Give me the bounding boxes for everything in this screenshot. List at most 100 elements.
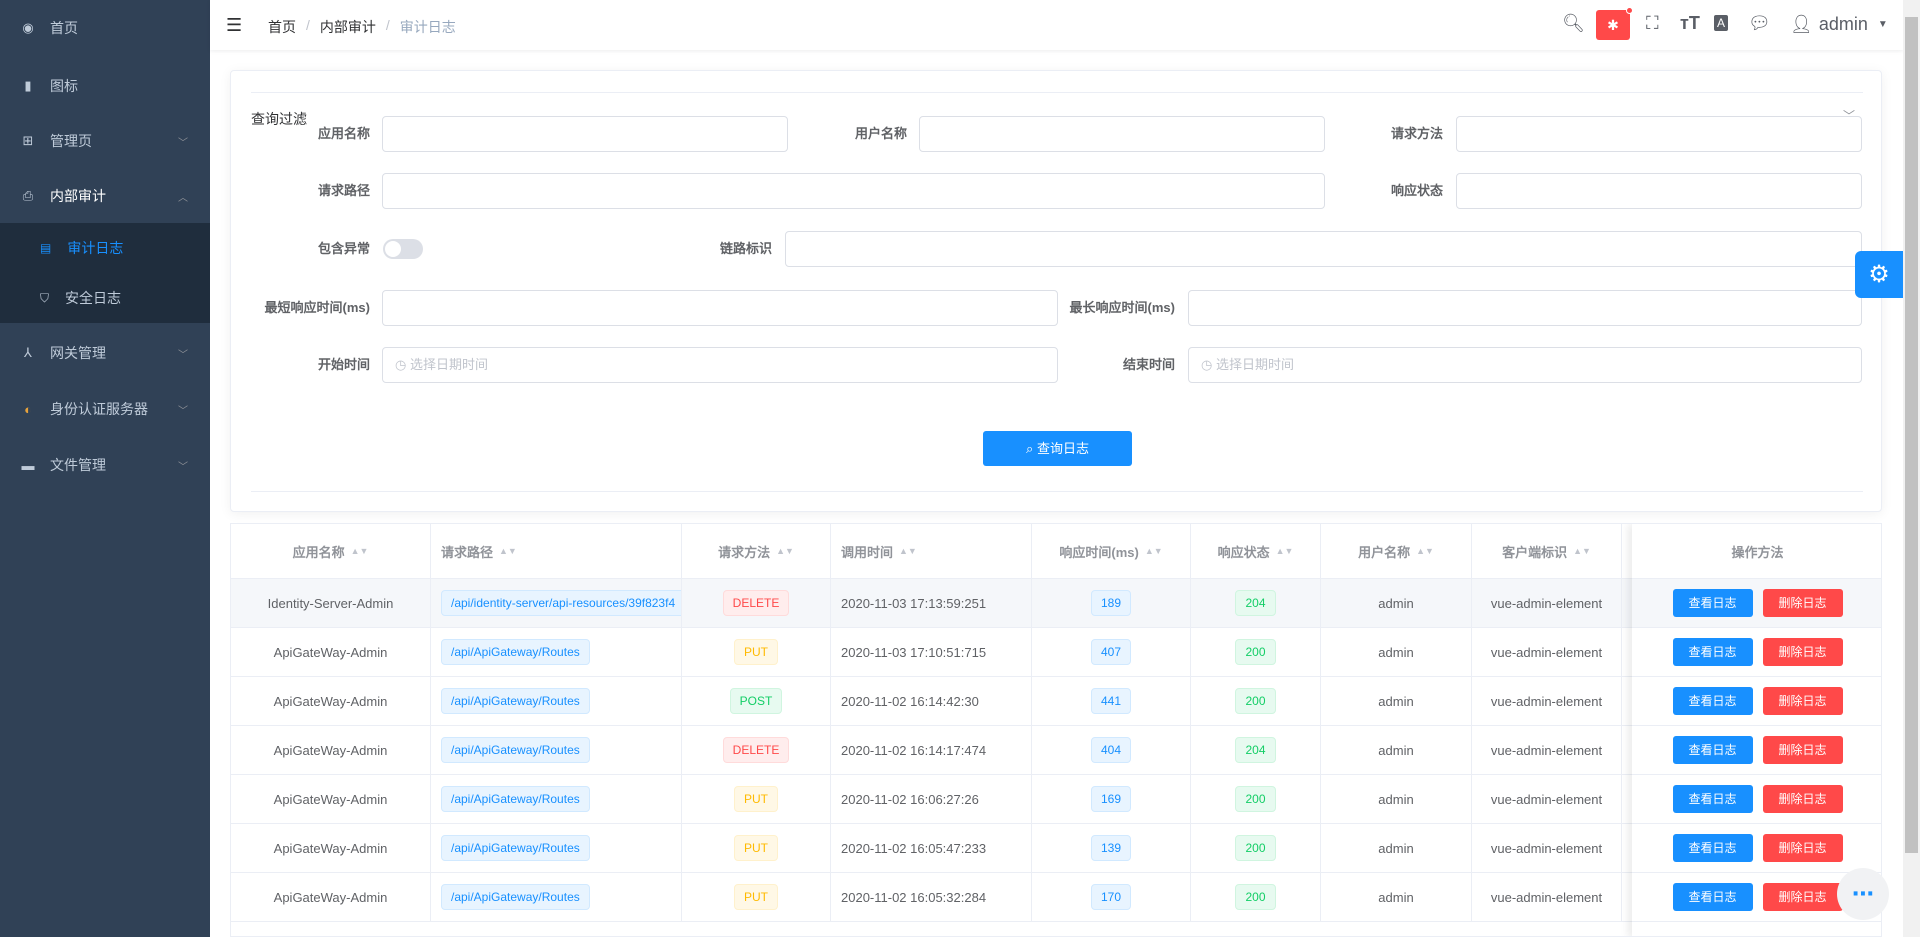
max-time-input[interactable] bbox=[1188, 290, 1862, 326]
path-input[interactable] bbox=[382, 173, 1325, 209]
delete-log-button[interactable]: 删除日志 bbox=[1762, 834, 1843, 862]
search-icon[interactable]: 🔍︎ bbox=[1562, 13, 1585, 33]
bug-icon[interactable]: ✱ bbox=[1596, 7, 1633, 40]
table-cell: PUT bbox=[682, 775, 831, 823]
sidebar-item-audit-log[interactable]: ▤ 审计日志 bbox=[0, 223, 210, 273]
app-name-input[interactable] bbox=[382, 116, 788, 152]
col-duration[interactable]: 响应时间(ms) ▲▼ bbox=[1032, 524, 1191, 578]
sidebar-item-gateway[interactable]: ⅄ 网关管理 ﹀ bbox=[0, 325, 210, 381]
method-input[interactable] bbox=[1456, 116, 1862, 152]
delete-log-button[interactable]: 删除日志 bbox=[1762, 785, 1843, 813]
hamburger-icon[interactable]: ☰ bbox=[226, 15, 243, 35]
path-tag: /api/ApiGateway/Routes bbox=[441, 737, 590, 763]
sort-icon: ▲▼ bbox=[1144, 546, 1163, 556]
user-name-input[interactable] bbox=[919, 116, 1325, 152]
menu-label: 文件管理 bbox=[50, 457, 106, 473]
start-time-picker[interactable]: ◷ 选择日期时间 bbox=[382, 347, 1058, 383]
view-log-button[interactable]: 查看日志 bbox=[1672, 834, 1753, 862]
sidebar-item-identity-server[interactable]: ◐ 身份认证服务器 ﹀ bbox=[0, 381, 210, 437]
view-log-button[interactable]: 查看日志 bbox=[1672, 638, 1753, 666]
method-tag: DELETE bbox=[722, 590, 790, 616]
translate-icon[interactable]: A bbox=[1714, 15, 1729, 31]
delete-log-button[interactable]: 删除日志 bbox=[1762, 589, 1843, 617]
sidebar: ◉ 首页 ▮ 图标 ⊞ 管理页 ﹀ ⎙ 内部审计 ︿ ▤ 审计日志 ⛉ 安全日志 ⅄ 网关管理 ﹀ … bbox=[0, 0, 210, 937]
menu-label: 审计日志 bbox=[67, 240, 124, 256]
table-cell: vue-admin-element bbox=[1472, 775, 1622, 823]
include-exception-switch[interactable] bbox=[383, 239, 423, 259]
table-cell: admin bbox=[1321, 579, 1472, 627]
table-cell: admin bbox=[1321, 726, 1472, 774]
table-cell: /api/ApiGateway/Routes bbox=[431, 726, 682, 774]
col-method[interactable]: 请求方法 ▲▼ bbox=[682, 524, 831, 578]
col-client[interactable]: 客户端标识 ▲▼ bbox=[1472, 524, 1622, 578]
settings-gear-icon[interactable]: ⚙ bbox=[1855, 251, 1903, 298]
document-icon: ▤ bbox=[40, 241, 52, 255]
table-cell: 204 bbox=[1191, 579, 1321, 627]
min-time-label: 最短响应时间(ms) bbox=[264, 300, 370, 315]
breadcrumb: 首页 / 内部审计 / 审计日志 bbox=[268, 17, 456, 35]
breadcrumb-home[interactable]: 首页 bbox=[268, 19, 296, 35]
sidebar-item-security-log[interactable]: ⛉ 安全日志 bbox=[0, 273, 210, 323]
sidebar-item-icons[interactable]: ▮ 图标 bbox=[0, 58, 210, 114]
user-cell: admin bbox=[1378, 791, 1414, 807]
view-log-button[interactable]: 查看日志 bbox=[1672, 589, 1753, 617]
table-cell: /api/ApiGateway/Routes bbox=[431, 824, 682, 872]
path-tag: /api/ApiGateway/Routes bbox=[441, 688, 590, 714]
audit-icon: ⎙ bbox=[22, 188, 34, 203]
menu-label: 安全日志 bbox=[65, 290, 122, 306]
client-cell: vue-admin-element bbox=[1490, 693, 1603, 709]
client-cell: vue-admin-element bbox=[1490, 595, 1603, 611]
user-dropdown[interactable]: 👤︎ admin ▼ bbox=[1790, 14, 1888, 35]
col-time[interactable]: 调用时间 ▲▼ bbox=[831, 524, 1032, 578]
message-icon[interactable]: 💬︎ bbox=[1748, 13, 1771, 33]
caret-down-icon: ▼ bbox=[1877, 19, 1888, 30]
search-logs-button[interactable]: ⌕ 查询日志 bbox=[983, 431, 1132, 466]
delete-log-button[interactable]: 删除日志 bbox=[1762, 638, 1843, 666]
col-user[interactable]: 用户名称 ▲▼ bbox=[1321, 524, 1472, 578]
exception-label: 包含异常 bbox=[317, 241, 370, 256]
table-cell: 169 bbox=[1032, 775, 1191, 823]
icon-icon: ▮ bbox=[24, 78, 32, 93]
fullscreen-icon[interactable]: ⛶ bbox=[1646, 13, 1659, 33]
page-scrollbar[interactable] bbox=[1903, 0, 1920, 937]
table-cell: vue-admin-element bbox=[1472, 873, 1622, 921]
view-log-button[interactable]: 查看日志 bbox=[1672, 883, 1753, 911]
actions-cell: 查看日志 删除日志 bbox=[1632, 775, 1881, 824]
delete-log-button[interactable]: 删除日志 bbox=[1762, 736, 1843, 764]
min-time-input[interactable] bbox=[382, 290, 1058, 326]
user-cell: admin bbox=[1378, 595, 1414, 611]
col-path[interactable]: 请求路径 ▲▼ bbox=[431, 524, 682, 578]
end-time-picker[interactable]: ◷ 选择日期时间 bbox=[1188, 347, 1862, 383]
table-cell: admin bbox=[1321, 873, 1472, 921]
table-row: ApiGateWay-Admin/api/ApiGateway/Routes PU… bbox=[231, 628, 1881, 677]
sidebar-item-admin-pages[interactable]: ⊞ 管理页 ﹀ bbox=[0, 113, 210, 169]
duration-tag: 407 bbox=[1090, 639, 1132, 665]
font-size-icon[interactable]: тT bbox=[1680, 13, 1700, 33]
trace-input[interactable] bbox=[785, 231, 1862, 267]
shield-icon: ⛉ bbox=[40, 290, 50, 305]
chevron-down-icon: ﹀ bbox=[178, 349, 188, 361]
table-cell: 2020-11-02 16:14:42:30 bbox=[831, 677, 1032, 725]
sort-icon: ▲▼ bbox=[1573, 546, 1591, 556]
col-app[interactable]: 应用名称 ▲▼ bbox=[231, 524, 431, 578]
status-input[interactable] bbox=[1456, 173, 1862, 209]
user-cell: admin bbox=[1378, 840, 1414, 856]
scrollbar-thumb[interactable] bbox=[1905, 17, 1918, 853]
sidebar-item-home[interactable]: ◉ 首页 bbox=[0, 0, 210, 56]
table-cell: 200 bbox=[1191, 677, 1321, 725]
chat-bubble-icon[interactable]: ⋯ bbox=[1837, 868, 1889, 920]
sidebar-item-files[interactable]: ▬ 文件管理 ﹀ bbox=[0, 437, 210, 493]
status-tag: 200 bbox=[1235, 639, 1276, 665]
delete-log-button[interactable]: 删除日志 bbox=[1762, 687, 1843, 715]
delete-log-button[interactable]: 删除日志 bbox=[1762, 883, 1843, 911]
view-log-button[interactable]: 查看日志 bbox=[1672, 687, 1753, 715]
col-status[interactable]: 响应状态 ▲▼ bbox=[1191, 524, 1321, 578]
view-log-button[interactable]: 查看日志 bbox=[1672, 785, 1753, 813]
sort-icon: ▲▼ bbox=[776, 546, 794, 556]
table-cell: DELETE bbox=[682, 579, 831, 627]
table-cell: /api/ApiGateway/Routes bbox=[431, 775, 682, 823]
sidebar-item-internal-audit[interactable]: ⎙ 内部审计 ︿ bbox=[0, 168, 210, 224]
breadcrumb-internal-audit[interactable]: 内部审计 bbox=[319, 19, 376, 35]
method-label: 请求方法 bbox=[1390, 126, 1443, 141]
view-log-button[interactable]: 查看日志 bbox=[1672, 736, 1753, 764]
